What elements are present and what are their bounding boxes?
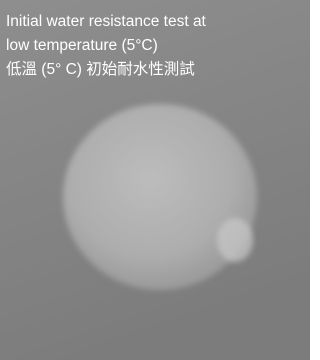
page: Initial water resistance test at low tem… — [0, 0, 310, 360]
caption-line: Initial water resistance test at — [6, 14, 206, 30]
highlight — [217, 218, 253, 262]
caption-line: 低溫 (5° C) 初始耐水性測試 — [6, 62, 195, 78]
photo — [0, 0, 310, 360]
caption-line: low temperature (5°C) — [6, 38, 158, 54]
sample-disk — [63, 104, 257, 290]
